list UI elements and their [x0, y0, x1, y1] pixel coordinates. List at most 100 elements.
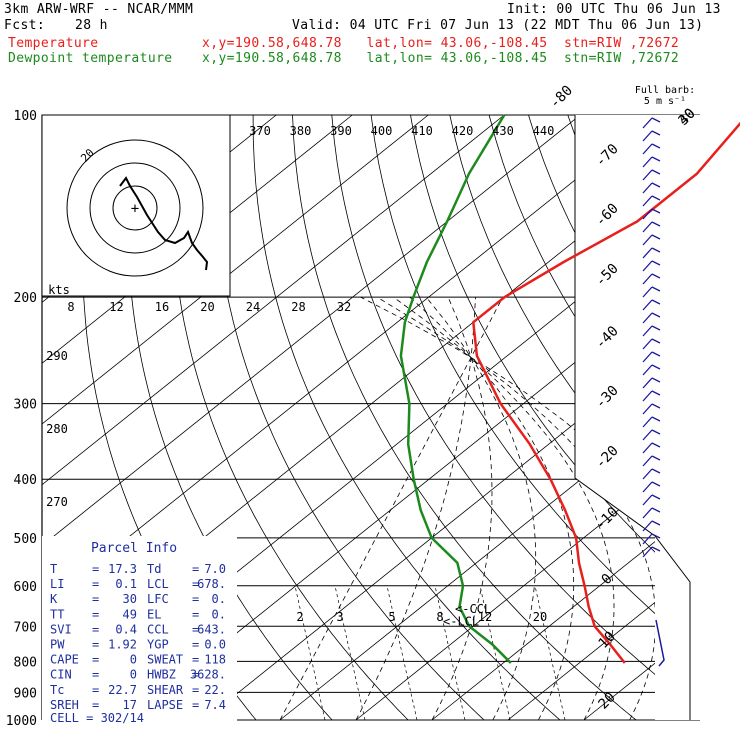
pressure-label-500: 500 — [14, 532, 37, 547]
wind-barb — [642, 351, 653, 363]
mixing-ratio-label: 12 — [478, 610, 492, 624]
isotherm-label: -80 — [547, 83, 576, 112]
parcel-eq: = — [192, 668, 199, 682]
wind-barb — [642, 338, 653, 350]
wind-barb-flag — [651, 416, 661, 422]
mixing-ratio-line — [434, 585, 466, 721]
hodograph-center: + — [131, 201, 139, 217]
parcel-value: 0 — [130, 653, 137, 667]
parcel-label: TT — [50, 607, 64, 621]
wind-barb — [642, 377, 653, 389]
parcel-eq: = — [192, 653, 199, 667]
parcel-value: 30 — [123, 592, 137, 606]
mixing-ratio-label: 20 — [533, 610, 547, 624]
hodograph-speed-label: 16 — [155, 300, 169, 314]
parcel-value: 0.4 — [115, 622, 137, 636]
wind-barb-flag — [651, 130, 661, 136]
parcel-label: YGP — [147, 638, 169, 652]
parcel-eq: = — [92, 592, 99, 606]
parcel-value: 0. — [212, 607, 226, 621]
parcel-label: LAPSE — [147, 698, 183, 712]
mixing-ratio-label: 8 — [436, 610, 443, 624]
wind-barb-flag — [651, 312, 661, 318]
parcel-label: PW — [50, 638, 65, 652]
forecast-label: Fcst: — [4, 18, 46, 33]
hodograph-box — [41, 114, 231, 297]
wind-barb-flag — [651, 494, 661, 500]
wind-barb-flag — [651, 546, 661, 552]
pressure-label-1000: 1000 — [6, 714, 37, 729]
theta-side-label: 270 — [46, 495, 68, 509]
wind-barb — [642, 234, 653, 246]
moist-adiabat — [431, 296, 493, 721]
pressure-label-600: 600 — [14, 580, 37, 595]
parcel-title: Parcel Info — [91, 541, 177, 556]
wind-barb — [642, 533, 653, 545]
mixing-ratio-line — [294, 585, 326, 721]
parcel-label: SHEAR — [147, 683, 184, 697]
parcel-label: T — [50, 562, 57, 576]
theta-side-label: 290 — [46, 349, 68, 363]
hodograph-speed-label: 20 — [200, 300, 214, 314]
parcel-eq: = — [192, 698, 199, 712]
dry-adiabat — [370, 114, 700, 653]
hodograph-speed-label: 24 — [246, 300, 260, 314]
wind-barb-flag — [651, 325, 661, 331]
parcel-value: 118 — [204, 653, 226, 667]
parcel-eq: = — [92, 683, 99, 697]
parcel-label: EL — [147, 607, 161, 621]
parcel-eq: = — [92, 577, 99, 591]
parcel-value: 0. — [212, 592, 226, 606]
wind-barb-flag — [651, 403, 661, 409]
hodograph-speed-label: 12 — [109, 300, 123, 314]
wind-barb — [642, 169, 653, 181]
parcel-label: SVI — [50, 622, 72, 636]
wind-barb — [642, 286, 653, 298]
level-marker-ccl: <-CCL — [455, 602, 491, 616]
wind-barb-flag — [651, 156, 661, 162]
isotherm-line — [42, 114, 657, 607]
wind-barb-flag — [651, 442, 661, 448]
pressure-label-300: 300 — [14, 398, 37, 413]
wind-barb-flag — [651, 377, 661, 383]
parcel-label: CIN — [50, 668, 72, 682]
wind-barb — [642, 221, 653, 233]
parcel-eq: = — [192, 562, 199, 576]
profile-dewpoint-temperature — [399, 114, 512, 664]
wind-barb-flag — [651, 182, 661, 188]
wind-barb-flag — [651, 208, 661, 214]
wind-barb — [642, 312, 653, 324]
parcel-value: 22.7 — [108, 683, 137, 697]
hodograph-ring — [89, 162, 181, 254]
moist-adiabat — [355, 297, 476, 721]
parcel-value: 7.0 — [204, 562, 226, 576]
init-time: Init: 00 UTC Thu 06 Jun 13 — [507, 2, 721, 17]
wind-barb-flag — [651, 273, 661, 279]
pressure-label-100: 100 — [14, 109, 37, 124]
theta-label: 410 — [411, 124, 433, 138]
parcel-eq: = — [192, 592, 199, 606]
wind-barb-flag — [651, 286, 661, 292]
theta-side-label: 280 — [46, 422, 68, 436]
wind-barb-flag — [651, 520, 661, 526]
mixing-ratio-label: 3 — [336, 610, 343, 624]
wind-barb-flag — [651, 455, 661, 461]
isotherm-line — [42, 114, 505, 486]
isotherm-line — [507, 565, 700, 721]
parcel-value: 17.3 — [108, 562, 137, 576]
wind-barb — [642, 260, 653, 272]
parcel-eq: = — [92, 622, 99, 636]
wind-barb-flag — [651, 390, 661, 396]
parcel-cell: CELL = 302/14 — [50, 711, 144, 725]
dry-adiabat — [170, 114, 409, 721]
parcel-label: HWBZ — [147, 668, 176, 682]
parcel-label: K — [50, 592, 58, 606]
wind-barb — [642, 520, 653, 532]
wind-barb — [642, 390, 653, 402]
parcel-eq: = — [92, 607, 99, 621]
theta-label: 380 — [290, 124, 312, 138]
parcel-label: SREH — [50, 698, 79, 712]
parcel-value: 49 — [123, 607, 137, 621]
